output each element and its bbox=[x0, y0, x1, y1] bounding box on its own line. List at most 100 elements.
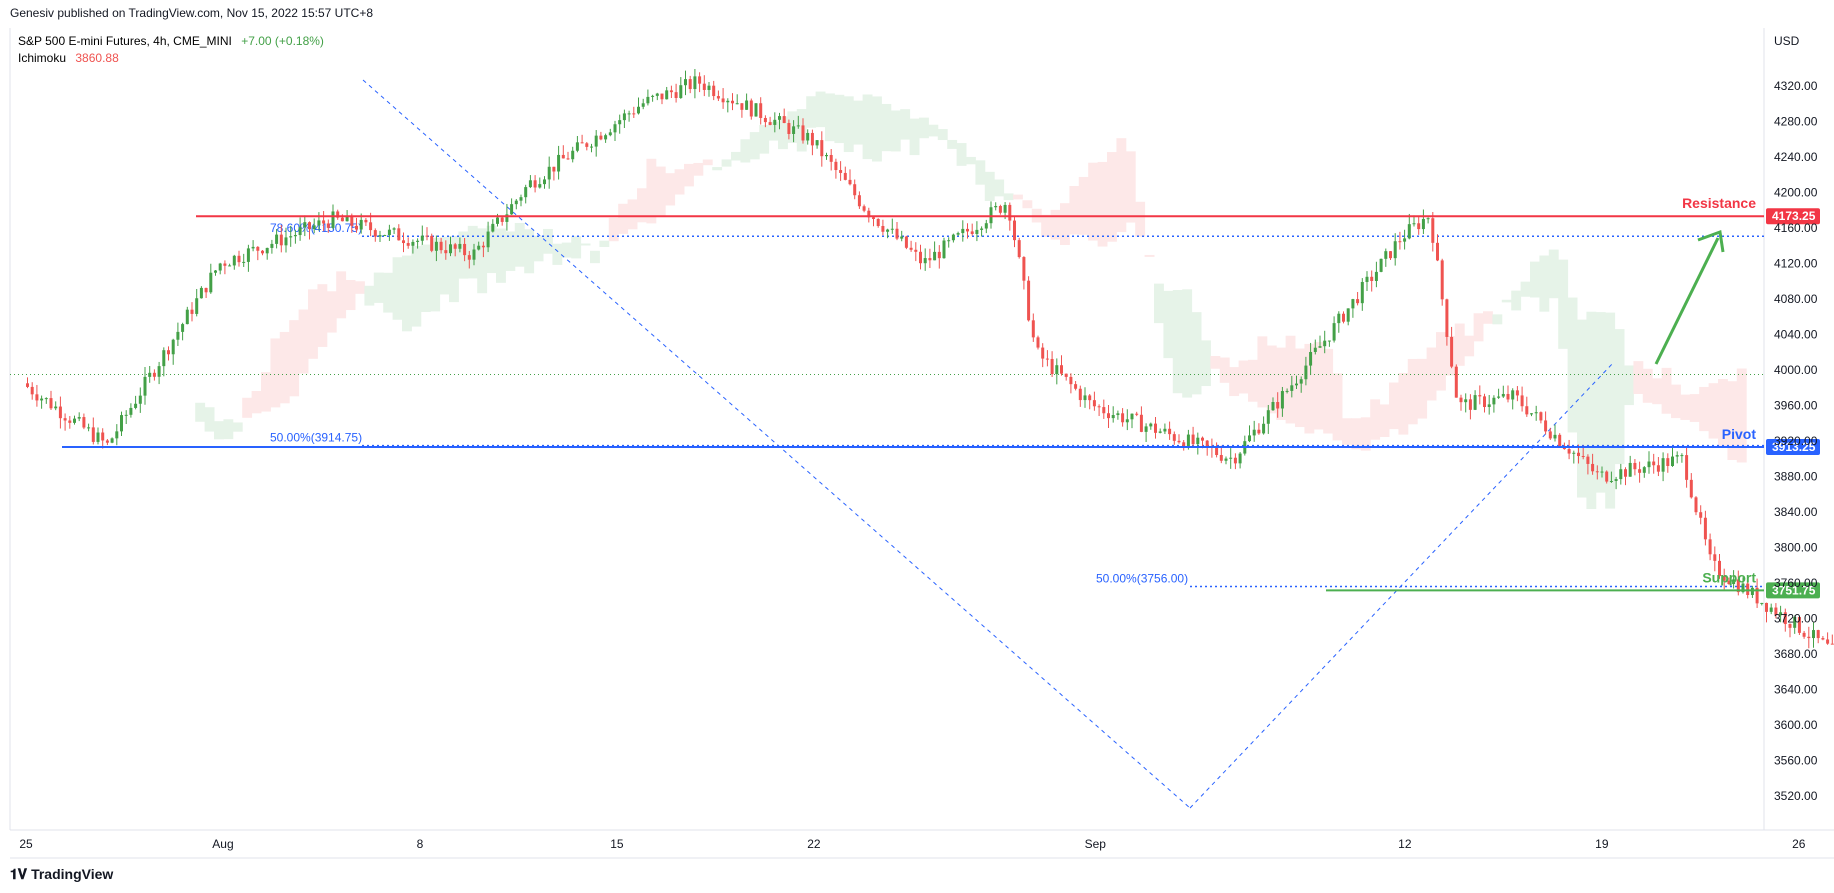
candle bbox=[843, 166, 847, 181]
candle bbox=[825, 152, 828, 160]
candle bbox=[698, 72, 702, 93]
legend-indicator-value: 3860.88 bbox=[75, 51, 119, 65]
support-price-value: 3751.75 bbox=[1772, 583, 1816, 597]
candle bbox=[293, 229, 297, 244]
candle bbox=[1826, 632, 1830, 645]
candle bbox=[1144, 423, 1148, 443]
cloud-segment bbox=[1078, 176, 1089, 235]
candle bbox=[91, 417, 95, 445]
candle bbox=[1229, 448, 1233, 469]
candle bbox=[101, 428, 105, 449]
cloud-segment bbox=[279, 331, 290, 404]
cloud-segment bbox=[740, 139, 751, 163]
candle bbox=[820, 131, 824, 167]
candle bbox=[665, 86, 669, 100]
candle bbox=[1125, 409, 1129, 431]
y-tick-label: 4160.00 bbox=[1774, 221, 1818, 235]
cloud-segment bbox=[1426, 347, 1437, 401]
cloud-segment bbox=[505, 231, 516, 271]
candle bbox=[1215, 442, 1219, 458]
candle bbox=[1713, 546, 1717, 572]
candle bbox=[1417, 217, 1421, 235]
candle bbox=[242, 253, 246, 267]
candle bbox=[1558, 433, 1562, 448]
candle bbox=[1459, 394, 1463, 411]
candle bbox=[721, 88, 725, 109]
legend-change: +7.00 (+0.18%) bbox=[241, 34, 324, 48]
footer-brand[interactable]: 𝟏𝐕 TradingView bbox=[10, 866, 113, 883]
y-tick-label: 3760.00 bbox=[1774, 576, 1818, 590]
candle bbox=[1605, 470, 1609, 484]
y-tick-label: 3560.00 bbox=[1774, 754, 1818, 768]
candle bbox=[373, 228, 377, 242]
candle bbox=[1473, 390, 1477, 411]
candle bbox=[1530, 413, 1533, 417]
cloud-segment bbox=[496, 228, 506, 283]
candle bbox=[1154, 417, 1157, 439]
x-tick-label: 12 bbox=[1398, 837, 1412, 851]
candle bbox=[1718, 553, 1721, 579]
candle bbox=[430, 233, 434, 253]
candle bbox=[1765, 602, 1768, 623]
candle bbox=[336, 209, 340, 220]
candle bbox=[707, 82, 711, 97]
candle bbox=[1149, 422, 1153, 430]
cloud-segment bbox=[637, 188, 647, 223]
cloud-segment bbox=[364, 285, 375, 306]
cloud-segment bbox=[618, 203, 629, 234]
cloud-segment bbox=[317, 284, 328, 347]
candle bbox=[458, 237, 462, 253]
cloud-segment bbox=[1558, 259, 1569, 349]
candle bbox=[58, 396, 62, 429]
candle bbox=[1750, 585, 1754, 598]
candle bbox=[1304, 356, 1308, 386]
price-axis[interactable]: 4320.00 4280.00 4240.00 4200.00 4160.00 4120.… bbox=[1774, 79, 1818, 803]
candle bbox=[810, 129, 814, 156]
candle bbox=[514, 198, 518, 210]
candle bbox=[749, 98, 753, 120]
candle bbox=[618, 114, 622, 134]
candle bbox=[763, 115, 767, 128]
legend-symbol-text: S&P 500 E-mini Futures, 4h, CME_MINI bbox=[18, 34, 232, 48]
candle bbox=[134, 395, 138, 410]
cloud-segment bbox=[308, 289, 318, 359]
cloud-segment bbox=[1107, 152, 1117, 242]
candle bbox=[1802, 630, 1806, 639]
candle bbox=[317, 212, 321, 231]
pivot-level[interactable]: Pivot 3913.25 bbox=[62, 426, 1820, 455]
time-axis[interactable]: 25Aug81522Sep121926Oct101724Nov71421 bbox=[19, 837, 1834, 851]
cloud-segment bbox=[646, 158, 657, 224]
candle bbox=[1534, 405, 1538, 421]
candle bbox=[204, 287, 208, 299]
y-tick-label: 4120.00 bbox=[1774, 257, 1818, 271]
candle bbox=[1779, 605, 1783, 623]
cloud-segment bbox=[1351, 418, 1362, 450]
candle bbox=[63, 413, 67, 431]
cloud-segment bbox=[843, 96, 854, 153]
cloud-segment bbox=[1718, 379, 1728, 447]
y-tick-label: 3640.00 bbox=[1774, 683, 1818, 697]
candle bbox=[994, 202, 998, 211]
candle bbox=[1586, 454, 1590, 475]
cloud-segment bbox=[261, 372, 271, 412]
candle bbox=[232, 254, 236, 270]
candle bbox=[1271, 397, 1275, 411]
y-tick-label: 4280.00 bbox=[1774, 115, 1818, 129]
candle bbox=[876, 218, 880, 228]
candle bbox=[951, 233, 955, 243]
cloud-segment bbox=[1013, 194, 1023, 200]
candle bbox=[787, 119, 791, 140]
support-level[interactable]: Support 3751.75 bbox=[1326, 569, 1820, 599]
candle bbox=[199, 286, 203, 299]
candle bbox=[815, 140, 819, 149]
footer-brand-text: TradingView bbox=[31, 866, 114, 882]
cloud-segment bbox=[1210, 356, 1221, 369]
cloud-segment bbox=[270, 338, 281, 408]
cloud-segment bbox=[1219, 357, 1230, 383]
legend-symbol: S&P 500 E-mini Futures, 4h, CME_MINI +7.… bbox=[18, 34, 324, 48]
candle bbox=[1661, 452, 1665, 482]
candle bbox=[726, 98, 730, 113]
cloud-segment bbox=[749, 132, 760, 160]
resistance-level[interactable]: Resistance 4173.25 bbox=[196, 195, 1820, 225]
